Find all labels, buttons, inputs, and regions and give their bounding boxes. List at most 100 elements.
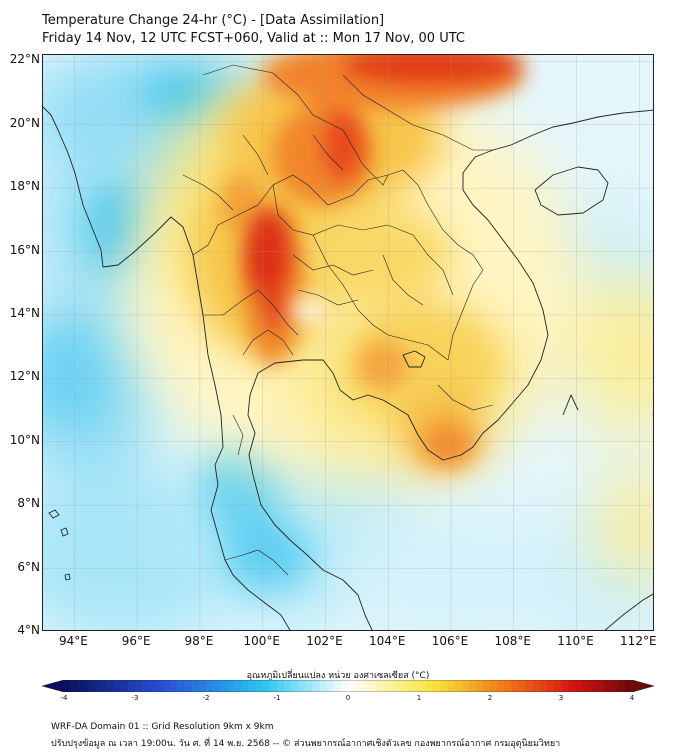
colorbar-bin bbox=[624, 680, 633, 692]
colorbar-bin bbox=[340, 680, 349, 692]
colorbar-max-extension bbox=[632, 680, 654, 692]
colorbar-bin bbox=[213, 680, 221, 692]
colorbar-bin bbox=[390, 680, 398, 692]
latitude-label: 10°N bbox=[9, 432, 40, 447]
colorbar-min-extension bbox=[42, 680, 64, 692]
colorbar-bin bbox=[603, 680, 611, 692]
colorbar-bin bbox=[497, 680, 505, 692]
colorbar-bin bbox=[482, 680, 491, 692]
colorbar-bin bbox=[234, 680, 242, 692]
colorbar-tick-label: -3 bbox=[131, 694, 139, 702]
footer-model-info: WRF-DA Domain 01 :: Grid Resolution 9km … bbox=[51, 722, 274, 732]
colorbar-bin bbox=[511, 680, 519, 692]
longitude-label: 108°E bbox=[494, 634, 532, 648]
latitude-label: 16°N bbox=[9, 242, 40, 257]
colorbar-title: อุณหภูมิเปลี่ยนแปลง หน่วย องศาเซลเซียส (… bbox=[246, 671, 430, 681]
colorbar-bin bbox=[589, 680, 597, 692]
colorbar-tick-label: -4 bbox=[60, 694, 68, 702]
colorbar-bin bbox=[561, 680, 569, 692]
colorbar-bin bbox=[198, 680, 207, 692]
colorbar-bin bbox=[113, 680, 122, 692]
colorbar-bin bbox=[191, 680, 200, 692]
colorbar-bin bbox=[135, 680, 143, 692]
colorbar-bin bbox=[348, 680, 356, 692]
colorbar-bin bbox=[305, 680, 313, 692]
longitude-label: 110°E bbox=[557, 634, 594, 648]
colorbar-bin bbox=[220, 680, 228, 692]
colorbar-tick-label: 2 bbox=[487, 694, 493, 702]
colorbar-bin bbox=[127, 680, 136, 692]
graticule bbox=[43, 55, 653, 630]
colorbar-bin bbox=[99, 680, 107, 692]
colorbar-bin bbox=[419, 680, 427, 692]
colorbar-bin bbox=[156, 680, 164, 692]
colorbar-bin bbox=[177, 680, 185, 692]
colorbar-bin bbox=[149, 680, 157, 692]
colorbar-bin bbox=[617, 680, 626, 692]
colorbar-bin bbox=[184, 680, 193, 692]
colorbar-bin bbox=[596, 680, 604, 692]
colorbar-bin bbox=[85, 680, 93, 692]
colorbar-bin bbox=[362, 680, 370, 692]
colorbar-bin bbox=[269, 680, 278, 692]
colorbar-bin bbox=[255, 680, 264, 692]
longitude-label: 94°E bbox=[58, 634, 88, 648]
latitude-label: 22°N bbox=[9, 52, 40, 67]
colorbar-bin bbox=[163, 680, 171, 692]
temperature-field bbox=[43, 55, 653, 630]
colorbar-bin bbox=[404, 680, 413, 692]
colorbar-bin bbox=[546, 680, 555, 692]
latitude-label: 12°N bbox=[9, 369, 40, 384]
colorbar-bin bbox=[206, 680, 214, 692]
colorbar-bin bbox=[518, 680, 526, 692]
colorbar-bin bbox=[248, 680, 256, 692]
colorbar-bin bbox=[71, 680, 79, 692]
colorbar-bin bbox=[312, 680, 320, 692]
longitude-label: 104°E bbox=[368, 634, 406, 648]
colorbar-tick-label: -2 bbox=[202, 694, 210, 702]
longitude-label: 112°E bbox=[620, 634, 657, 648]
colorbar-bin bbox=[504, 680, 512, 692]
colorbar-bin bbox=[454, 680, 462, 692]
colorbar-bin bbox=[433, 680, 441, 692]
colorbar-bin bbox=[120, 680, 129, 692]
colorbar-bin bbox=[411, 680, 420, 692]
longitude-label: 102°E bbox=[306, 634, 343, 648]
colorbar-bin bbox=[170, 680, 178, 692]
colorbar-bin bbox=[539, 680, 548, 692]
latitude-label: 8°N bbox=[17, 496, 40, 511]
colorbar-bin bbox=[582, 680, 590, 692]
colorbar-bin bbox=[78, 680, 86, 692]
latitude-label: 4°N bbox=[17, 623, 40, 637]
colorbar-bin bbox=[532, 680, 540, 692]
longitude-label: 96°E bbox=[121, 634, 151, 648]
latitude-label: 20°N bbox=[9, 115, 40, 130]
national-borders bbox=[182, 64, 494, 576]
colorbar-bin bbox=[447, 680, 455, 692]
colorbar-bin bbox=[326, 680, 335, 692]
latitude-label: 14°N bbox=[9, 305, 40, 320]
colorbar-bin bbox=[262, 680, 271, 692]
colorbar-bin bbox=[298, 680, 306, 692]
colorbar-bin bbox=[440, 680, 448, 692]
map-subtitle: Friday 14 Nov, 12 UTC FCST+060, Valid at… bbox=[42, 31, 465, 46]
colorbar-bin bbox=[376, 680, 384, 692]
temperature-change-map bbox=[42, 54, 654, 631]
colorbar-bin bbox=[468, 680, 477, 692]
longitude-label: 98°E bbox=[184, 634, 214, 648]
colorbar-bin bbox=[490, 680, 498, 692]
colorbar-tick-label: 3 bbox=[558, 694, 564, 702]
colorbar-bin bbox=[369, 680, 377, 692]
colorbar-bin bbox=[475, 680, 484, 692]
map-title: Temperature Change 24-hr (°C) - [Data As… bbox=[42, 13, 385, 28]
colorbar-bin bbox=[291, 680, 299, 692]
colorbar-bin bbox=[525, 680, 533, 692]
colorbar-bin bbox=[355, 680, 363, 692]
colorbar-bin bbox=[227, 680, 235, 692]
colorbar bbox=[42, 680, 654, 692]
footer-credit: ปรับปรุงข้อมูล ณ เวลา 19:00น. วัน ศ. ที่… bbox=[51, 739, 561, 749]
colorbar-bin bbox=[142, 680, 150, 692]
colorbar-bin bbox=[92, 680, 100, 692]
colorbar-bin bbox=[461, 680, 469, 692]
longitude-label: 106°E bbox=[431, 634, 469, 648]
